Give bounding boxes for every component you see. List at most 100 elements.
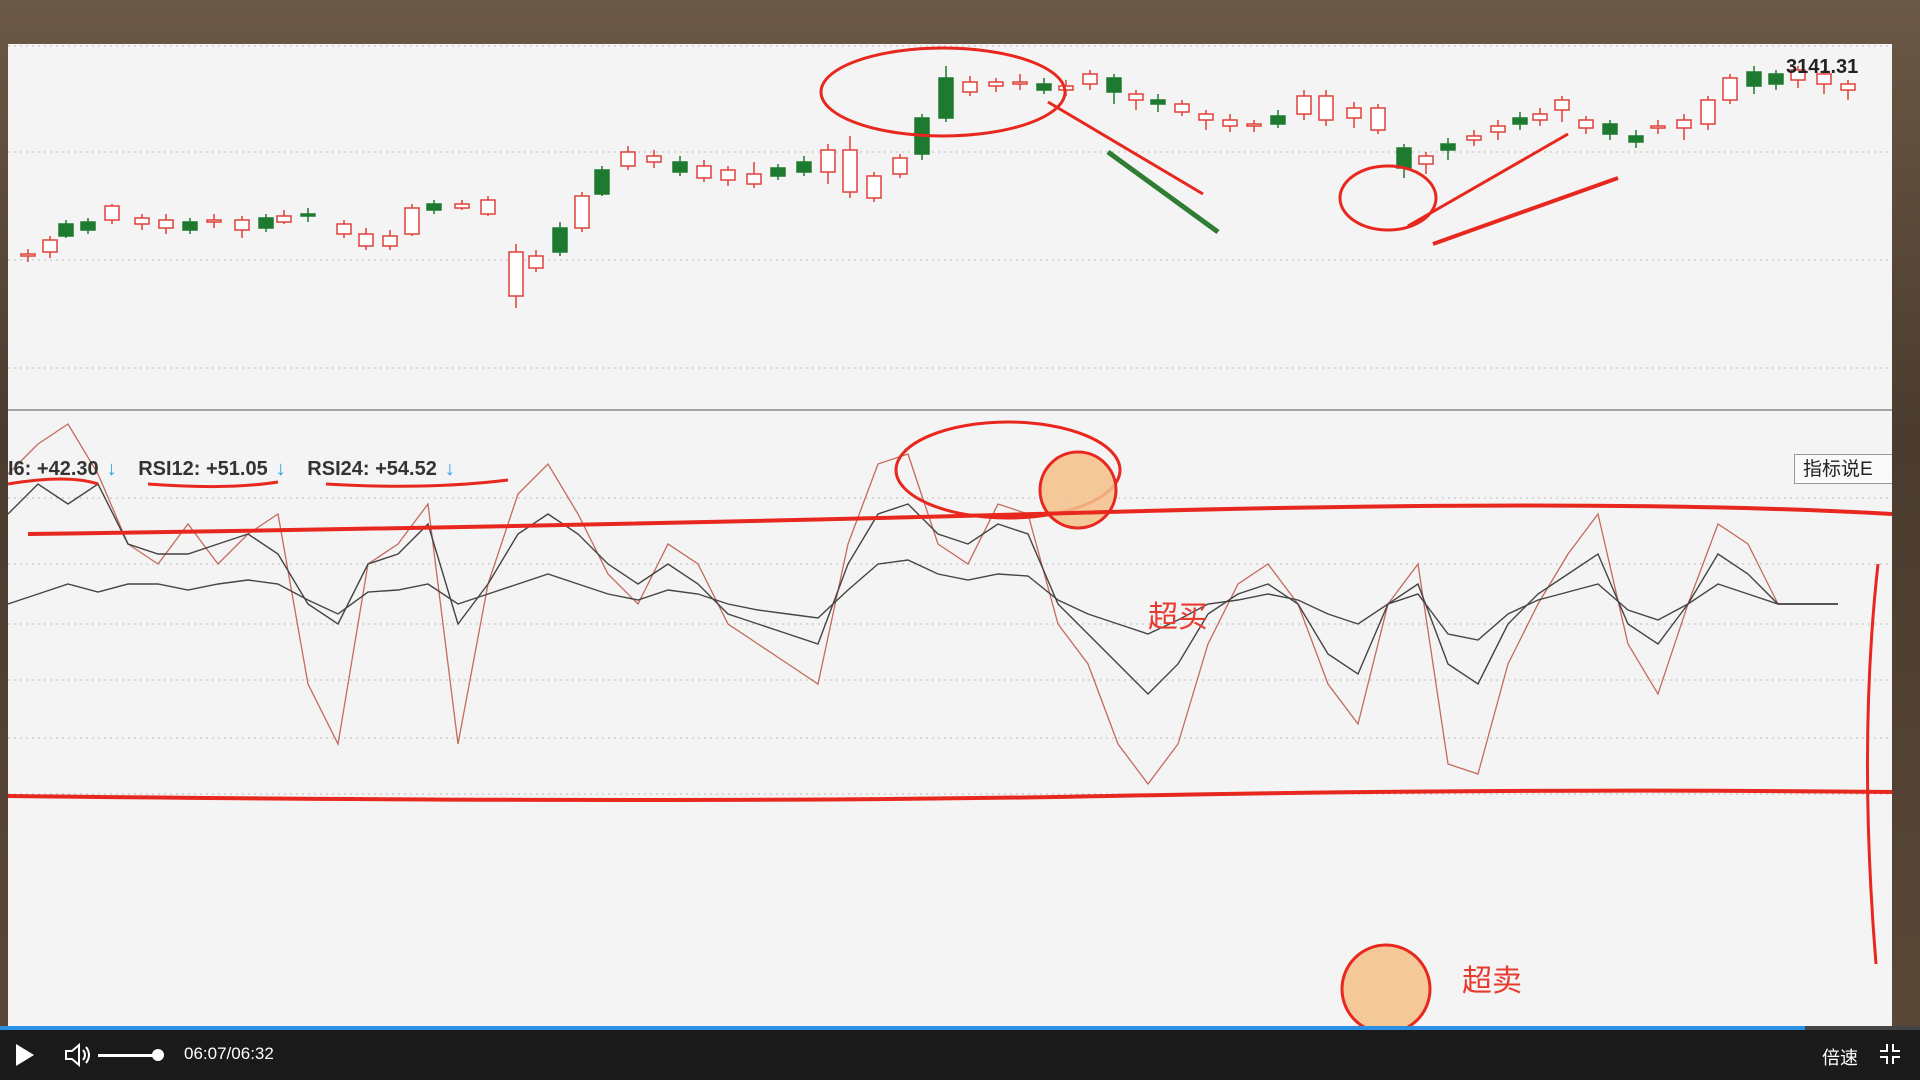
- candle-body: [358, 233, 374, 247]
- rsi24-line: [8, 559, 1838, 641]
- candle-body: [746, 173, 762, 185]
- candle-body: [1840, 83, 1856, 91]
- candle-body: [20, 253, 36, 257]
- candle-body: [104, 205, 120, 221]
- candle-body: [1270, 115, 1286, 125]
- up-arrow-mark: [1432, 176, 1619, 246]
- volume-icon[interactable]: [64, 1042, 94, 1068]
- candle-body: [1198, 113, 1214, 121]
- candle-body: [1490, 125, 1506, 133]
- candle-body: [1816, 73, 1832, 85]
- rsi6-line: [8, 423, 1838, 786]
- current-time: 06:07: [184, 1044, 227, 1063]
- candle-body: [1222, 119, 1238, 127]
- duration: 06:32: [231, 1044, 274, 1063]
- top-circle-mark: [819, 46, 1067, 138]
- candle-body: [594, 169, 610, 195]
- overbought-annotation: 超买: [1148, 600, 1208, 635]
- candle-body: [182, 221, 198, 231]
- overbought-circle-mark: [894, 420, 1122, 520]
- candle-body: [866, 175, 882, 199]
- candle-body: [820, 149, 836, 173]
- candle-body: [1036, 83, 1052, 91]
- exit-fullscreen-icon[interactable]: [1878, 1042, 1902, 1066]
- indicator-legend: I6: +42.30 ↓ RSI12: +51.05 ↓ RSI24: +54.52…: [8, 458, 471, 481]
- candle-body: [938, 77, 954, 119]
- candle-body: [480, 199, 496, 215]
- volume-slider[interactable]: [98, 1054, 160, 1057]
- player-controls: 06:07/06:32 倍速: [0, 1030, 1920, 1080]
- rsi6-label: I6: +42.30 ↓: [8, 458, 117, 480]
- video-progress-bar[interactable]: [0, 1026, 1920, 1030]
- candle-body: [426, 203, 442, 211]
- candle-body: [1082, 73, 1098, 85]
- kline-rsi-chart: [8, 45, 1892, 1030]
- candle-body: [1106, 77, 1122, 93]
- candle-body: [672, 161, 688, 173]
- candle-body: [1346, 107, 1362, 119]
- candle-body: [1012, 81, 1028, 85]
- video-progress-fill: [0, 1026, 1805, 1030]
- candle-body: [1174, 103, 1190, 113]
- candle-body: [1650, 125, 1666, 129]
- candle-body: [276, 215, 292, 223]
- candle-body: [1296, 95, 1312, 115]
- candle-body: [1578, 119, 1594, 129]
- candle-body: [258, 217, 274, 229]
- time-display: 06:07/06:32: [184, 1044, 274, 1063]
- price-label: 3141.31: [1786, 56, 1859, 78]
- candle-body: [158, 219, 174, 229]
- candle-body: [336, 223, 352, 235]
- candle-body: [234, 219, 250, 231]
- indicator-explain-button[interactable]: 指标说E: [1794, 454, 1892, 484]
- down-arrow-mark: [1106, 149, 1220, 235]
- candle-body: [300, 213, 316, 217]
- candle-body: [646, 155, 662, 163]
- candle-body: [508, 251, 524, 297]
- candle-body: [770, 167, 786, 177]
- legend-underline-mark: [8, 477, 509, 489]
- candle-body: [552, 227, 568, 253]
- volume-slider-handle[interactable]: [152, 1049, 164, 1061]
- up-trend-line: [1407, 132, 1569, 228]
- candle-body: [42, 239, 58, 253]
- candle-body: [620, 151, 636, 167]
- candle-body: [1628, 135, 1644, 143]
- candle-body: [574, 195, 590, 229]
- candle-body: [1370, 107, 1386, 131]
- candle-body: [1512, 117, 1528, 125]
- arrow-down-icon: ↓: [275, 458, 286, 480]
- candle-body: [1554, 99, 1570, 111]
- arrow-down-icon: ↓: [106, 458, 117, 480]
- candle-body: [988, 81, 1004, 87]
- arrow-down-icon: ↓: [444, 458, 455, 480]
- candle-body: [1700, 99, 1716, 125]
- candle-body: [404, 207, 420, 235]
- candle-body: [1746, 71, 1762, 87]
- candle-body: [1676, 119, 1692, 129]
- candle-body: [796, 161, 812, 173]
- candle-body: [1318, 95, 1334, 121]
- rsi12-line: [8, 482, 1838, 695]
- candle-body: [1790, 69, 1806, 81]
- candle-body: [134, 217, 150, 225]
- candle-body: [528, 255, 544, 269]
- overbought-line: [27, 503, 1892, 536]
- candle-body: [80, 221, 96, 231]
- candle-body: [696, 165, 712, 179]
- candle-body: [58, 223, 74, 237]
- candle-body: [962, 81, 978, 93]
- candle-body: [1128, 93, 1144, 101]
- candle-body: [1396, 147, 1412, 169]
- oversold-dot-mark: [1340, 943, 1432, 1030]
- candle-body: [1440, 143, 1456, 151]
- candle-body: [1466, 135, 1482, 141]
- down-trend-line: [1047, 100, 1204, 196]
- candle-body: [1768, 73, 1784, 85]
- candle-body: [1532, 113, 1548, 121]
- rsi24-label: RSI24: +54.52 ↓: [307, 458, 455, 480]
- candle-body: [1150, 99, 1166, 105]
- play-icon[interactable]: [16, 1044, 34, 1066]
- playback-speed-button[interactable]: 倍速: [1822, 1048, 1858, 1068]
